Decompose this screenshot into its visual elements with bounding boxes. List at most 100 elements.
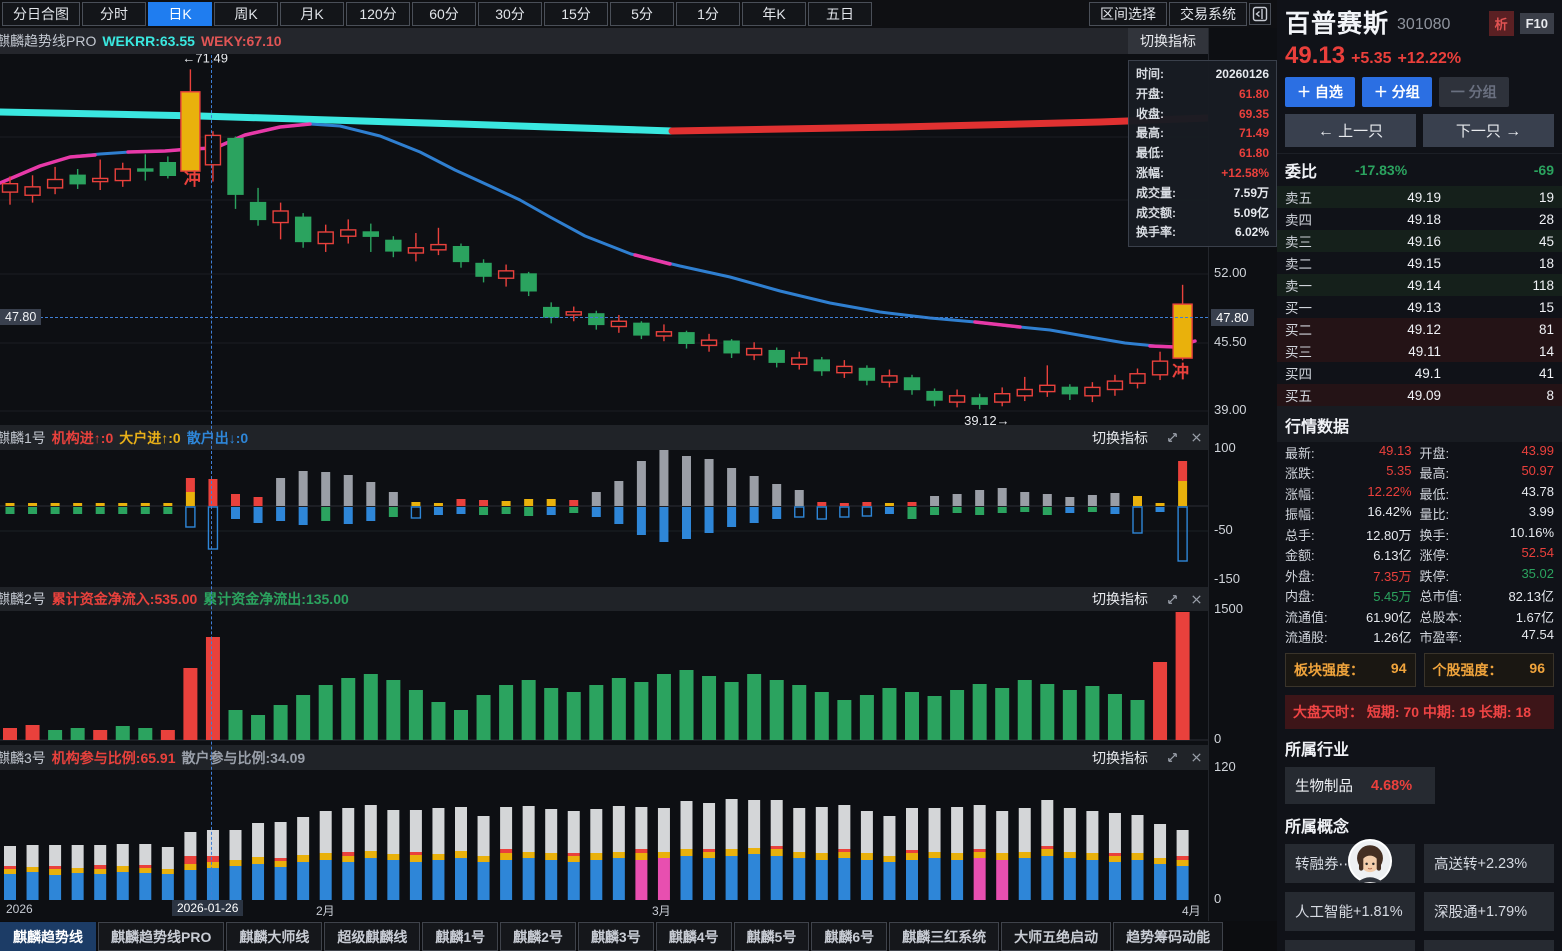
tooltip-row: 涨幅: +12.58%	[1136, 165, 1269, 180]
range-select-button[interactable]: 区间选择	[1089, 2, 1167, 26]
concept-chip-3[interactable]: 人工智能 +1.81%	[1285, 892, 1415, 931]
quote-row: 外盘: 7.35万 跌停: 35.02	[1285, 565, 1554, 584]
period-tab-10[interactable]: 5分	[610, 2, 674, 26]
indicator-tab-3[interactable]: 麒麟大师线	[226, 922, 323, 951]
axis-label: 100	[1214, 440, 1236, 455]
add-watchlist-button[interactable]: ＋ 自选	[1285, 77, 1355, 107]
indicator-tab-11[interactable]: 麒麟三红系统	[889, 922, 1000, 951]
tooltip-row: 成交量: 7.59万	[1136, 185, 1269, 200]
period-tab-1[interactable]: 分日合图	[2, 2, 80, 26]
collapse-panel-icon[interactable]	[1249, 3, 1271, 25]
switch-indicator-button-sub3[interactable]: 切换指标	[1092, 749, 1148, 766]
quote-row: 涨跌: 5.35 最高: 50.97	[1285, 463, 1554, 482]
weibi-net: -69	[1533, 162, 1554, 178]
tooltip-row: 时间: 20260126	[1136, 67, 1269, 81]
period-tab-9[interactable]: 15分	[544, 2, 608, 26]
indicator-tab-9[interactable]: 麒麟5号	[733, 922, 810, 951]
sub1-big-value: 大户进↑:0	[119, 429, 181, 446]
period-tab-11[interactable]: 1分	[676, 2, 740, 26]
order-row-买三[interactable]: 买三 49.11 14	[1277, 340, 1562, 362]
sub2-outflow-value: 累计资金净流出:135.00	[203, 591, 349, 607]
close-icon[interactable]	[1184, 751, 1208, 764]
order-row-卖四[interactable]: 卖四 49.18 28	[1285, 211, 1554, 229]
switch-indicator-button-main[interactable]: 切换指标	[1128, 28, 1208, 54]
tooltip-row: 收盘: 69.35	[1136, 106, 1269, 121]
weibi-row: 委比 -17.83% -69	[1277, 153, 1562, 186]
order-row-买二[interactable]: 买二 49.12 81	[1277, 318, 1562, 340]
add-group-button[interactable]: ＋ 分组	[1361, 77, 1432, 107]
svg-text:冲: 冲	[184, 169, 201, 189]
next-stock-button[interactable]: 下一只 →	[1423, 114, 1554, 147]
analysis-badge[interactable]: 析	[1488, 10, 1514, 36]
concept-chip-4[interactable]: 深股通 +1.79%	[1424, 892, 1554, 931]
time-axis: 2026 2026-01-26 2月 3月 4月	[0, 900, 1208, 921]
axis-label: 120	[1214, 759, 1236, 774]
tooltip-row: 换手率: 6.02%	[1136, 225, 1269, 240]
period-tab-7[interactable]: 60分	[412, 2, 476, 26]
quote-grid: 最新: 49.13 开盘: 43.99 涨跌: 5.35 最高: 50.97 涨幅: 12.22%…	[1277, 442, 1562, 647]
industry-chip[interactable]: 生物制品 4.68%	[1285, 767, 1435, 804]
sub3-inst-ratio-value: 机构参与比例:65.91	[51, 749, 176, 766]
close-icon[interactable]	[1184, 593, 1208, 606]
order-row-卖三[interactable]: 卖三 49.16 45	[1277, 230, 1562, 252]
expand-icon[interactable]	[1160, 751, 1184, 764]
order-row-卖一[interactable]: 卖一 49.14 118	[1277, 274, 1562, 296]
order-book: 卖五 49.19 19 卖四 49.18 28 卖三 49.16 45 卖二 49.15 18 卖一 49…	[1277, 186, 1562, 406]
sub1-indicator-title: 麒麟1号	[0, 429, 46, 446]
period-tab-8[interactable]: 30分	[478, 2, 542, 26]
period-tab-5[interactable]: 月K	[280, 2, 344, 26]
close-icon[interactable]	[1184, 431, 1208, 444]
sub3-stacked-chart	[4, 799, 1189, 900]
period-tab-2[interactable]: 分时	[82, 2, 146, 26]
tooltip-row: 最高: 71.49	[1136, 126, 1269, 141]
sub1-retail-value: 散户出↓:0	[186, 429, 249, 446]
switch-indicator-button-sub2[interactable]: 切换指标	[1092, 591, 1148, 607]
concept-chip-6[interactable]: 生物医药+4.31%	[1424, 940, 1554, 951]
order-row-卖二[interactable]: 卖二 49.15 18	[1285, 255, 1554, 273]
time-label: 4月	[1182, 904, 1201, 918]
period-tab-3[interactable]: 日K	[148, 2, 212, 26]
tooltip-row: 开盘: 61.80	[1136, 86, 1269, 101]
time-label: 3月	[652, 904, 671, 918]
indicator-tab-6[interactable]: 麒麟2号	[500, 922, 576, 951]
indicator-tab-4[interactable]: 超级麒麟线	[324, 922, 421, 951]
period-tab-12[interactable]: 年K	[742, 2, 806, 26]
prev-stock-button[interactable]: ← 上一只	[1285, 114, 1416, 147]
indicator-tab-2[interactable]: 麒麟趋势线PRO	[98, 922, 225, 951]
order-row-卖五[interactable]: 卖五 49.19 19	[1277, 186, 1562, 208]
sub3-pane-header: 麒麟3号 机构参与比例:65.91 散户参与比例:34.09 切换指标	[0, 745, 1208, 770]
indicator-tab-12[interactable]: 大师五绝启动	[1001, 922, 1112, 951]
sub2-pane-header: 麒麟2号 累计资金净流入:535.00 累计资金净流出:135.00 切换指标	[0, 587, 1208, 611]
user-avatar[interactable]	[1347, 838, 1393, 884]
axis-label: 45.50	[1214, 334, 1247, 349]
indicator-tab-7[interactable]: 麒麟3号	[577, 922, 654, 951]
trade-system-button[interactable]: 交易系统	[1169, 2, 1247, 26]
expand-icon[interactable]	[1160, 431, 1184, 444]
sector-strength: 板块强度： 94	[1285, 653, 1416, 687]
sub2-bar-chart	[0, 612, 1208, 741]
indicator-tab-5[interactable]: 麒麟1号	[422, 922, 499, 951]
period-tab-13[interactable]: 五日	[808, 2, 872, 26]
order-row-买四[interactable]: 买四 49.1 41	[1285, 365, 1554, 383]
axis-label: 0	[1214, 731, 1222, 746]
switch-indicator-button-sub1[interactable]: 切换指标	[1092, 429, 1148, 446]
f10-button[interactable]: F10	[1519, 12, 1554, 34]
axis-label: 47.80	[1211, 309, 1254, 326]
remove-group-button[interactable]: 一 分组	[1438, 77, 1509, 107]
stock-code: 301080	[1397, 16, 1451, 33]
period-tab-6[interactable]: 120分	[346, 2, 410, 26]
main-indicator-title: 麒麟趋势线PRO	[0, 33, 97, 49]
indicator-tab-10[interactable]: 麒麟6号	[811, 922, 888, 951]
order-row-买一[interactable]: 买一 49.13 15	[1285, 299, 1554, 317]
concept-chip-5[interactable]: 专精特新+2.25%	[1285, 940, 1415, 951]
expand-icon[interactable]	[1160, 593, 1184, 606]
indicator-tab-13[interactable]: 趋势筹码动能	[1113, 922, 1224, 951]
indicator-tab-1[interactable]: 麒麟趋势线	[0, 922, 96, 951]
concept-chip-2[interactable]: 高送转 +2.23%	[1424, 844, 1554, 883]
period-tab-4[interactable]: 周K	[214, 2, 278, 26]
chart-area: 麒麟趋势线PRO WEKRR:63.55 WEKY:67.10 切换指标 ←71…	[0, 28, 1208, 921]
concept-chip-1[interactable]: 转融券⋯%	[1285, 838, 1415, 884]
order-row-买五[interactable]: 买五 49.09 8	[1277, 384, 1562, 406]
axis-label: 0	[1214, 891, 1222, 906]
indicator-tab-8[interactable]: 麒麟4号	[655, 922, 732, 951]
